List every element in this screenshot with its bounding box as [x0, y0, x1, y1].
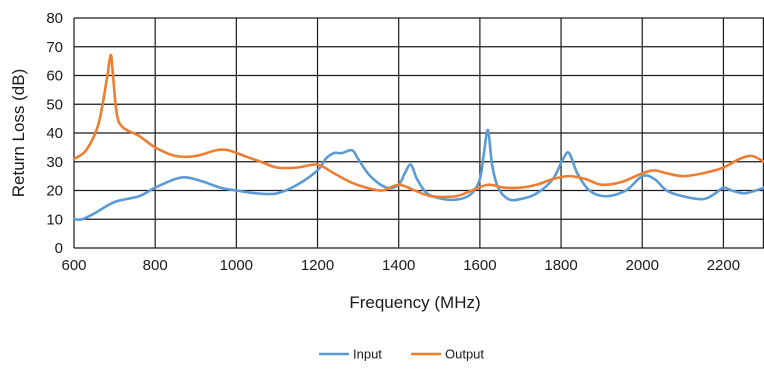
x-tick-label: 2200 — [707, 257, 740, 274]
legend-item-output: Output — [411, 347, 484, 362]
x-axis-title: Frequency (MHz) — [349, 293, 480, 312]
x-tick-label: 1000 — [220, 257, 253, 274]
series-output — [72, 53, 764, 199]
series-lines — [72, 53, 764, 221]
y-tick-label: 40 — [46, 125, 63, 142]
x-tick-label: 1200 — [301, 257, 334, 274]
series-line-output — [72, 53, 764, 199]
x-tick-label: 2000 — [626, 257, 659, 274]
y-tick-label: 60 — [46, 68, 63, 85]
legend-item-input: Input — [319, 347, 382, 362]
legend-label: Output — [445, 347, 484, 362]
y-tick-label: 80 — [46, 10, 63, 27]
y-tick-label: 50 — [46, 96, 63, 113]
legend: Input Output — [319, 347, 484, 362]
x-tick-label: 1800 — [544, 257, 577, 274]
y-tick-label: 0 — [55, 240, 63, 257]
series-line-input — [72, 128, 764, 221]
y-tick-label: 70 — [46, 39, 63, 56]
y-axis-title: Return Loss (dB) — [9, 69, 28, 198]
y-tick-label: 10 — [46, 211, 63, 228]
x-axis-ticks: 600 800 1000 1200 1400 1600 1800 2000 2200 — [61, 257, 740, 274]
legend-label: Input — [353, 347, 382, 362]
x-tick-label: 600 — [61, 257, 86, 274]
x-tick-label: 1600 — [463, 257, 496, 274]
x-tick-label: 1400 — [382, 257, 415, 274]
grid — [73, 17, 764, 249]
y-axis-ticks: 0 10 20 30 40 50 60 70 80 — [46, 10, 63, 257]
series-input — [72, 128, 764, 221]
y-tick-label: 20 — [46, 183, 63, 200]
y-tick-label: 30 — [46, 154, 63, 171]
x-tick-label: 800 — [143, 257, 168, 274]
